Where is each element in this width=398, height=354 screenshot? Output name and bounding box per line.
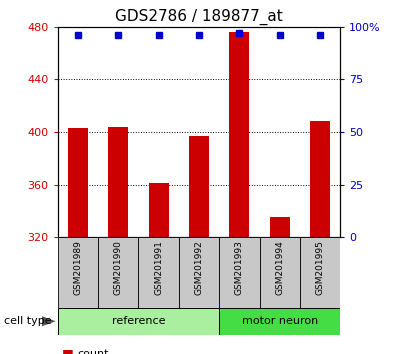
Bar [259, 237, 300, 308]
Bar [179, 237, 219, 308]
Polygon shape [42, 316, 56, 326]
Text: motor neuron: motor neuron [242, 316, 318, 326]
Text: GDS2786 / 189877_at: GDS2786 / 189877_at [115, 9, 283, 25]
Text: GSM201992: GSM201992 [195, 240, 203, 295]
Bar [219, 308, 340, 335]
Bar [108, 127, 129, 237]
Text: GSM201993: GSM201993 [235, 240, 244, 295]
Bar [229, 32, 250, 237]
Bar [270, 217, 290, 237]
Bar [148, 183, 169, 237]
Text: GSM201991: GSM201991 [154, 240, 163, 295]
Text: reference: reference [112, 316, 165, 326]
Bar [189, 136, 209, 237]
Bar [58, 308, 219, 335]
Bar [300, 237, 340, 308]
Bar [98, 237, 139, 308]
Bar [310, 121, 330, 237]
Text: GSM201995: GSM201995 [316, 240, 325, 295]
Bar [219, 237, 259, 308]
Bar [58, 237, 98, 308]
Text: count: count [78, 349, 109, 354]
Text: ■: ■ [62, 348, 74, 354]
Text: cell type: cell type [4, 316, 52, 326]
Bar [68, 128, 88, 237]
Text: GSM201989: GSM201989 [73, 240, 82, 295]
Text: GSM201990: GSM201990 [114, 240, 123, 295]
Bar [139, 237, 179, 308]
Text: GSM201994: GSM201994 [275, 240, 284, 295]
